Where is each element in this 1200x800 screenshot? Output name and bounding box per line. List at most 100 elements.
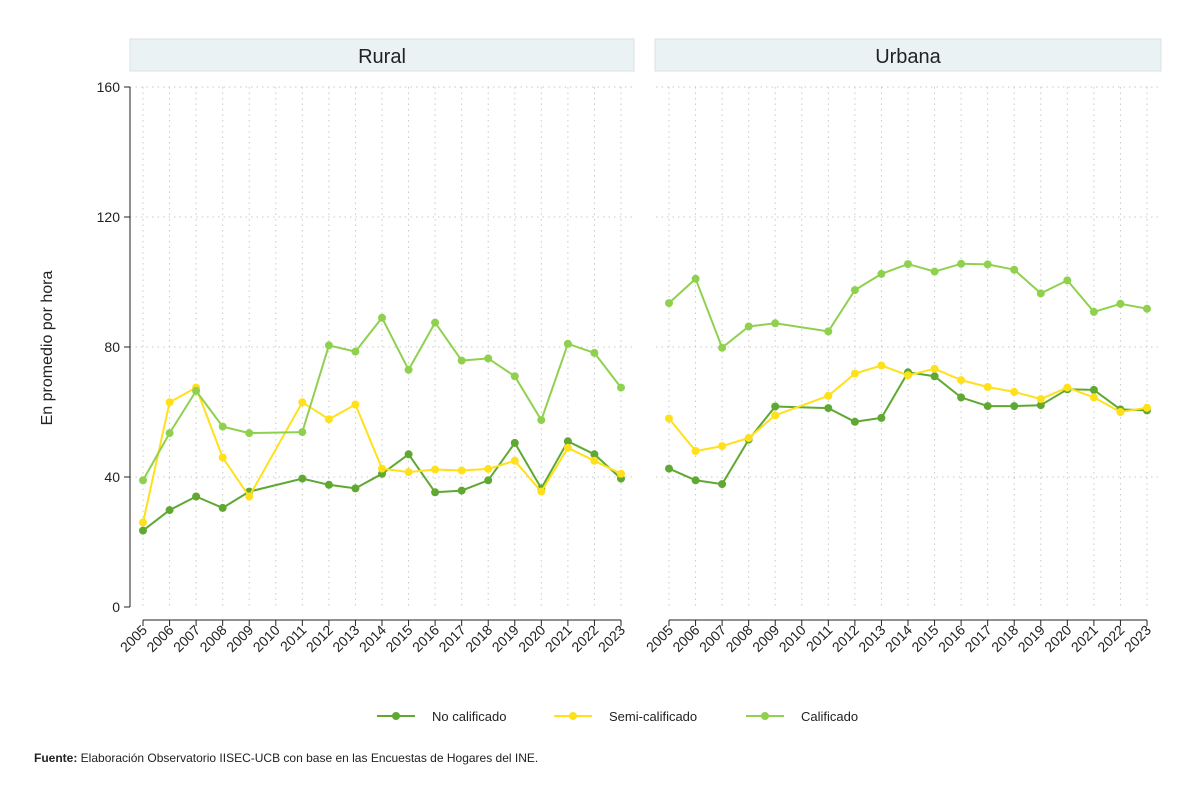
point-urbana-calificado-2022 [1116,299,1125,308]
point-urbana-calificado-2006 [691,274,700,283]
series-line-urbana-semi-calificado [668,364,1148,452]
y-tick-label-80: 80 [104,339,120,355]
source-text: Elaboración Observatorio IISEC-UCB con b… [77,751,538,765]
point-urbana-semi-calificado-2023 [1143,403,1151,412]
point-urbana-calificado-2016 [957,259,966,268]
point-urbana-calificado-2018 [1010,265,1019,274]
legend-marker-semi-calificado [569,712,577,720]
point-urbana-semi-calificado-2013 [877,361,886,370]
point-rural-semi-calificado-2006 [165,398,174,407]
point-urbana-calificado-2011 [824,327,833,336]
point-urbana-semi-calificado-2017 [983,383,992,391]
point-urbana-semi-calificado-2005 [665,414,673,423]
source-note: Fuente: Elaboración Observatorio IISEC-U… [34,751,538,765]
x-tick-label-rural-2007: 2007 [170,622,203,655]
x-tick-label-rural-2016: 2016 [409,622,442,655]
point-urbana-no-calificado-2006 [691,476,700,485]
point-urbana-semi-calificado-2019 [1036,395,1045,403]
source-label: Fuente: [34,751,77,765]
point-rural-calificado-2008 [218,422,227,431]
point-urbana-calificado-2012 [850,286,859,295]
point-rural-calificado-2013 [351,347,360,356]
point-urbana-no-calificado-2012 [850,417,859,426]
point-rural-no-calificado-2019 [510,438,519,447]
point-rural-no-calificado-2006 [165,506,174,515]
point-rural-semi-calificado-2021 [563,443,572,452]
point-urbana-no-calificado-2016 [957,393,966,402]
point-urbana-semi-calificado-2011 [824,391,833,400]
series-line-rural-no-calificado [142,440,622,532]
point-rural-calificado-2023 [617,383,625,392]
point-urbana-calificado-2021 [1089,307,1098,316]
point-urbana-semi-calificado-2014 [904,371,912,380]
point-rural-no-calificado-2018 [484,476,493,485]
point-urbana-semi-calificado-2022 [1116,408,1125,416]
x-tick-label-urbana-2020: 2020 [1041,622,1074,655]
legend: No calificado Semi-calificado Calificado [377,709,858,724]
x-tick-label-rural-2008: 2008 [196,622,229,655]
x-tick-label-urbana-2010: 2010 [776,622,809,655]
point-urbana-semi-calificado-2021 [1089,393,1098,402]
point-urbana-semi-calificado-2015 [930,364,939,373]
point-urbana-no-calificado-2005 [665,464,673,473]
series-line-urbana-calificado [668,262,1148,349]
point-rural-semi-calificado-2016 [431,465,440,474]
legend-marker-calificado [761,712,769,720]
x-tick-label-rural-2018: 2018 [462,622,495,655]
point-rural-no-calificado-2008 [218,503,227,512]
legend-marker-no-calificado [392,712,400,720]
point-urbana-no-calificado-2011 [824,404,833,413]
x-tick-label-rural-2017: 2017 [435,622,468,655]
point-urbana-semi-calificado-2009 [771,411,780,420]
series-line-rural-calificado [142,316,622,481]
point-urbana-calificado-2007 [718,343,727,352]
legend-label-semi-calificado: Semi-calificado [609,709,697,724]
point-rural-semi-calificado-2022 [590,456,599,465]
point-rural-calificado-2011 [298,428,307,437]
point-rural-calificado-2015 [404,365,413,374]
x-tick-label-rural-2013: 2013 [329,622,362,655]
x-tick-label-rural-2011: 2011 [277,622,310,655]
point-rural-semi-calificado-2017 [457,466,466,475]
point-rural-calificado-2005 [139,476,147,485]
point-urbana-no-calificado-2015 [930,372,939,381]
panel-title-rural: Rural [358,46,406,68]
point-urbana-calificado-2009 [771,319,780,328]
x-tick-label-urbana-2021: 2021 [1068,622,1101,655]
point-rural-calificado-2009 [245,429,254,438]
point-rural-semi-calificado-2009 [245,492,254,501]
point-rural-no-calificado-2017 [457,486,466,495]
point-rural-semi-calificado-2015 [404,468,413,477]
legend-label-calificado: Calificado [801,709,858,724]
point-rural-semi-calificado-2019 [510,456,519,465]
point-urbana-calificado-2017 [983,260,992,269]
point-urbana-semi-calificado-2012 [850,369,859,378]
point-urbana-calificado-2015 [930,267,939,276]
point-urbana-no-calificado-2007 [718,480,727,489]
point-rural-semi-calificado-2020 [537,487,546,496]
point-urbana-semi-calificado-2018 [1010,387,1019,396]
x-tick-label-urbana-2005: 2005 [643,622,676,655]
point-urbana-calificado-2014 [904,260,912,269]
point-urbana-calificado-2008 [744,322,753,331]
point-urbana-no-calificado-2019 [1036,401,1045,410]
point-rural-calificado-2012 [324,341,333,350]
x-tick-label-urbana-2022: 2022 [1094,622,1127,655]
point-rural-calificado-2021 [563,339,572,348]
x-tick-label-rural-2023: 2023 [595,622,628,655]
x-tick-label-urbana-2012: 2012 [829,622,862,655]
point-urbana-semi-calificado-2016 [957,376,966,385]
x-tick-label-urbana-2014: 2014 [882,622,915,655]
point-urbana-no-calificado-2018 [1010,402,1019,411]
x-tick-label-urbana-2008: 2008 [722,622,755,655]
x-tick-label-rural-2006: 2006 [143,622,176,655]
point-rural-no-calificado-2013 [351,484,360,493]
x-tick-label-urbana-2013: 2013 [855,622,888,655]
panel-strip-rural [129,38,635,72]
y-axis-label: En promedio por hora [39,271,56,426]
point-rural-semi-calificado-2013 [351,400,360,409]
point-rural-semi-calificado-2023 [617,469,625,478]
x-tick-label-urbana-2007: 2007 [696,622,729,655]
point-rural-calificado-2018 [484,354,493,363]
